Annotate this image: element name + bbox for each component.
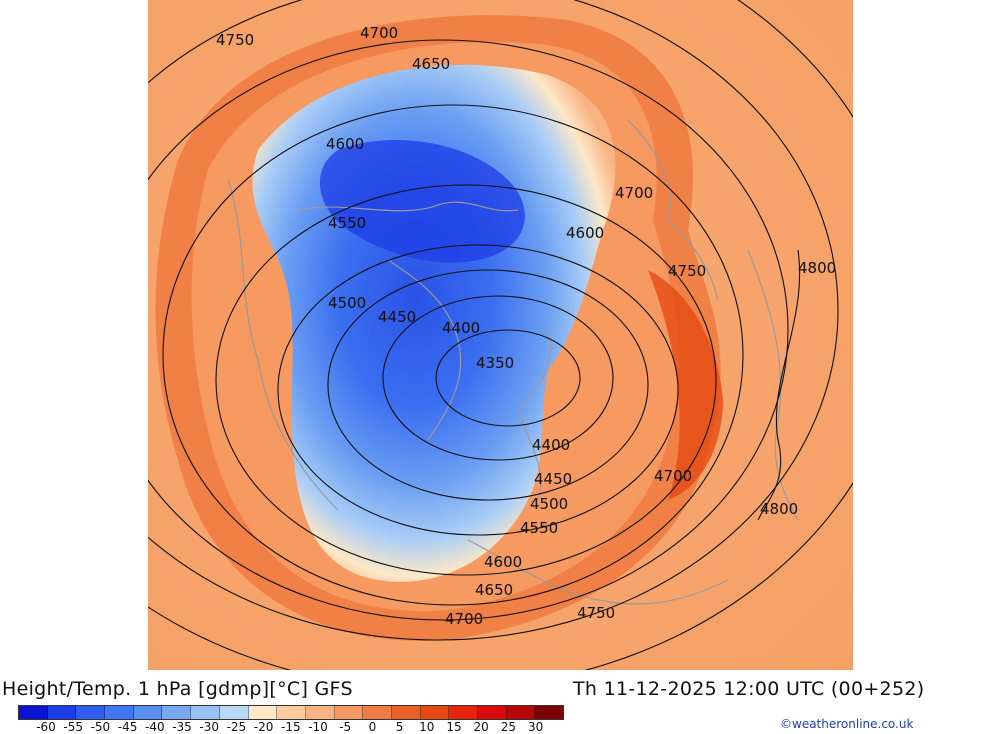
colorbar-segment [76,706,106,719]
contour-4550 [215,184,717,576]
contour-label: 4550 [520,519,558,537]
colorbar-segment [449,706,478,719]
contour-label: 4400 [442,319,480,337]
forecast-datetime: Th 11-12-2025 12:00 UTC (00+252) [573,678,925,700]
vortex-core [319,140,525,263]
colorbar-segment [334,706,364,719]
contour-label: 4750 [577,604,615,622]
hot-streak [648,270,723,500]
colorbar-tick-label: -5 [339,720,352,734]
colorbar-tick-labels: -60 -55 -50 -45 -40 -35 -30 -25 -20 -15 -10 -5 0 5 10 1… [0,720,600,734]
contour-4500 [277,244,679,536]
contour-label: 4600 [484,553,522,571]
contour-4350 [435,329,581,427]
colorbar-tick-label: -60 [36,720,56,734]
contour-labels: 4750 4700 4650 4600 4550 4500 4450 4400 … [216,24,836,628]
colorbar-tick-label: -25 [226,720,247,734]
contour-4400 [382,295,614,461]
colorbar-tick-label: -20 [253,720,274,734]
contour-label: 4800 [798,259,836,277]
contour-4700 [148,0,839,641]
colorbar-segment [363,706,392,719]
temperature-colorbar [18,705,564,720]
map-panel: 4750 4700 4650 4600 4550 4500 4450 4400 … [148,0,853,670]
colorbar-tick-label: -35 [172,720,192,734]
colorbar-tick-label: 20 [473,720,489,734]
colorbar-tick-label: 30 [527,720,544,734]
colorbar-segment [277,706,306,719]
contour-label: 4450 [534,470,572,488]
colorbar-segment [219,706,249,719]
colorbar-segment [420,706,450,719]
colorbar-tick-label: -30 [199,720,219,734]
contour-label: 4500 [328,294,366,312]
colorbar-segment [19,706,48,719]
contour-4450 [327,269,649,501]
contour-label: 4700 [615,184,653,202]
map-title: Height/Temp. 1 hPa [gdmp][°C] GFS [2,678,353,700]
colorbar-segment [391,706,421,719]
contour-label: 4600 [326,135,364,153]
colorbar-segment [248,706,278,719]
colorbar-tick-label: 25 [500,720,517,734]
contour-label: 4550 [328,214,366,232]
colorbar-tick-label: 15 [446,720,462,734]
colorbar-tick-label: 5 [395,720,404,734]
contour-label: 4650 [475,581,513,599]
colorbar-tick-label: -15 [280,720,301,734]
credit-link[interactable]: ©weatheronline.co.uk [780,717,914,731]
colorbar-tick-label: -40 [144,720,165,734]
contour-4800 [757,249,801,521]
contour-4600 [162,104,744,606]
height-contours [148,0,853,670]
colorbar-tick-label: -50 [90,720,111,734]
colorbar-segment [506,706,536,719]
coastlines [227,119,799,605]
height-temperature-map: 4750 4700 4650 4600 4550 4500 4450 4400 … [148,0,853,670]
colorbar-segment [191,706,220,719]
colorbar-tick-label: 10 [419,720,435,734]
colorbar-segment [535,706,564,719]
colorbar-segment [305,706,335,719]
contour-4650 [148,39,789,621]
contour-label: 4350 [476,354,514,372]
colorbar-segment [478,706,507,719]
contour-label: 4500 [530,495,568,513]
contour-label: 4750 [668,262,706,280]
colorbar-tick-label: 0 [368,720,377,734]
contour-label: 4700 [360,24,398,42]
colorbar-tick-label: -45 [117,720,138,734]
contour-label: 4600 [566,224,604,242]
colorbar-segment [105,706,134,719]
colorbar-tick-label: -55 [63,720,83,734]
contour-label: 4450 [378,308,416,326]
contour-label: 4800 [760,500,798,518]
colorbar-segment [162,706,192,719]
colorbar-segment [133,706,163,719]
contour-label: 4650 [412,55,450,73]
contour-label: 4700 [445,610,483,628]
contour-label: 4750 [216,31,254,49]
contour-label: 4700 [654,467,692,485]
colorbar-tick-label: -10 [308,720,328,734]
colorbar-segment [47,706,77,719]
contour-label: 4400 [532,436,570,454]
